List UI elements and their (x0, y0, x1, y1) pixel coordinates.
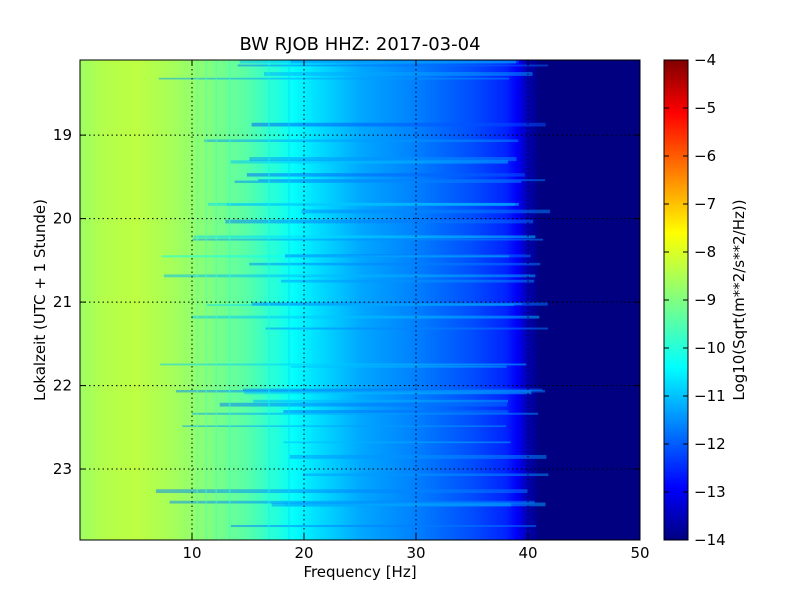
time-stripe (246, 173, 525, 177)
time-stripe (253, 399, 509, 403)
y-tick-label: 20 (53, 210, 72, 228)
time-stripe (258, 179, 546, 182)
frequency-line (228, 60, 231, 540)
time-stripe (242, 388, 543, 392)
time-stripe (251, 122, 546, 127)
time-stripe (302, 473, 549, 477)
colorbar-tick-label: −9 (694, 291, 716, 309)
time-stripe (249, 262, 541, 266)
y-axis-label: Lokalzeit (UTC + 1 Stunde) (31, 199, 49, 401)
y-tick-label: 21 (53, 293, 72, 311)
grid (80, 60, 640, 540)
spectrogram-plot (80, 60, 640, 540)
time-stripe (239, 60, 516, 64)
x-tick-label: 10 (182, 544, 201, 562)
time-stripe (301, 209, 551, 214)
time-stripe (283, 441, 511, 444)
frequency-line (205, 60, 207, 540)
colorbar-tick-label: −14 (694, 531, 726, 549)
time-stripe (169, 500, 535, 504)
spectrogram-texture (155, 60, 551, 540)
spectrogram-field (80, 60, 640, 540)
time-stripe (204, 139, 519, 143)
time-stripe (285, 254, 531, 258)
x-tick-label: 40 (518, 544, 537, 562)
time-stripe (230, 524, 537, 528)
time-stripe (283, 410, 509, 413)
time-stripe (289, 454, 547, 459)
time-stripe (160, 363, 527, 366)
colorbar-tick-label: −5 (694, 99, 716, 117)
time-stripe (175, 390, 546, 393)
x-tick-label: 30 (406, 544, 425, 562)
frequency-line (268, 60, 270, 540)
time-stripe (155, 489, 528, 494)
colorbar-tick-label: −8 (694, 243, 716, 261)
time-stripe (284, 502, 546, 507)
colorbar-tick-label: −7 (694, 195, 716, 213)
chart-title: BW RJOB HHZ: 2017-03-04 (239, 34, 480, 55)
time-stripe (230, 160, 508, 164)
time-stripe (225, 219, 534, 224)
colorbar-tick-label: −10 (694, 339, 726, 357)
time-stripe (193, 235, 536, 239)
x-axis-label: Frequency [Hz] (303, 563, 416, 581)
y-tick-label: 23 (53, 460, 72, 478)
time-stripe (280, 279, 535, 283)
time-stripe (192, 238, 544, 241)
x-axis: 10 20 30 40 50 (182, 60, 650, 562)
colorbar-axis: −4 −5 −6 −7 −8 −9 −10 −11 −12 −13 −14 (664, 51, 726, 549)
time-stripe (158, 77, 510, 80)
plot-frame (79, 59, 641, 541)
time-stripe (234, 180, 522, 184)
frequency-line (288, 60, 290, 540)
x-tick-label: 20 (294, 544, 313, 562)
frequency-line (196, 60, 198, 540)
colorbar-tick-label: −13 (694, 483, 726, 501)
time-stripe (182, 425, 507, 428)
time-stripe (192, 412, 539, 415)
y-tick-label: 22 (53, 377, 72, 395)
time-stripe (191, 315, 540, 319)
colorbar-tick-label: −11 (694, 387, 726, 405)
colorbar-label: Log10(Sqrt(m**2/s**2/Hz)) (730, 199, 748, 400)
time-stripe (163, 274, 536, 278)
time-stripe (237, 64, 548, 67)
time-stripe (263, 303, 522, 305)
colorbar-tick-label: −4 (694, 51, 716, 69)
time-stripe (227, 203, 515, 206)
time-stripe (219, 402, 508, 407)
colorbar-tick-label: −6 (694, 147, 716, 165)
time-stripe (249, 157, 517, 162)
y-tick-label: 19 (53, 126, 72, 144)
time-stripe (265, 327, 548, 330)
time-stripe (290, 365, 507, 368)
y-axis: 19 20 21 22 23 (53, 126, 640, 478)
frequency-line (215, 60, 217, 540)
x-tick-label: 50 (630, 544, 649, 562)
colorbar-tick-label: −12 (694, 435, 726, 453)
time-stripe (264, 72, 533, 76)
